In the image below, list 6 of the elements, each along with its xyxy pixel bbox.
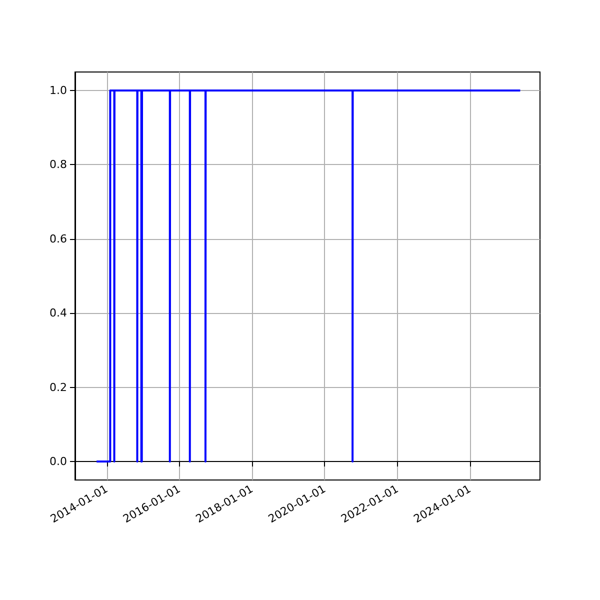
y-tick-label: 0.0 bbox=[50, 454, 67, 468]
y-tick-label: 0.6 bbox=[50, 232, 67, 246]
y-tick-label: 1.0 bbox=[50, 84, 67, 98]
y-tick-label: 0.8 bbox=[50, 158, 67, 172]
y-tick-label: 0.4 bbox=[50, 306, 67, 320]
y-tick-label: 0.2 bbox=[50, 380, 67, 394]
